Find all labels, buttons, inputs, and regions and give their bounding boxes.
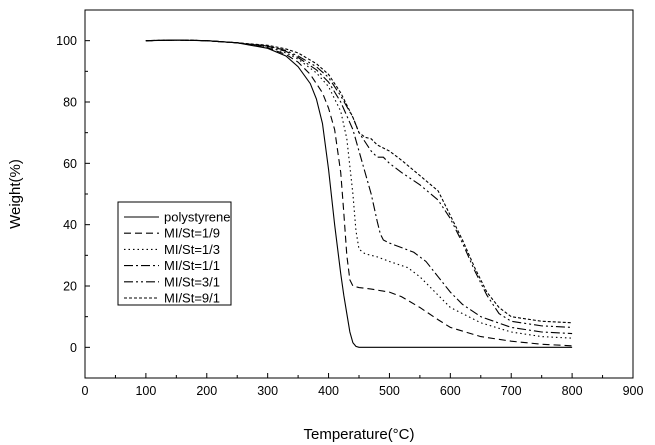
series-line-mi-st-3-1 — [145, 39, 573, 328]
series-layer — [145, 39, 573, 348]
x-tick-label: 800 — [562, 384, 583, 398]
plot-frame — [84, 9, 634, 379]
legend-box — [117, 201, 232, 306]
x-tick-label: 500 — [379, 384, 400, 398]
legend-label: MI/St=1/1 — [164, 258, 220, 273]
x-axis-label: Temperature(°C) — [303, 426, 414, 443]
x-tick-label: 400 — [318, 384, 339, 398]
y-tick-label: 100 — [56, 34, 77, 48]
legend: polystyreneMI/St=1/9MI/St=1/3MI/St=1/1MI… — [117, 201, 232, 306]
legend-label: MI/St=1/3 — [164, 242, 220, 257]
y-tick-label: 0 — [70, 341, 77, 355]
y-tick-label: 80 — [63, 96, 77, 110]
x-tick-label: 900 — [623, 384, 644, 398]
x-tick-label: 700 — [501, 384, 522, 398]
y-tick-label: 40 — [63, 218, 77, 232]
series-line-mi-st-1-1 — [145, 39, 573, 335]
x-tick-label: 0 — [82, 384, 89, 398]
y-axis-label: Weight(%) — [7, 159, 24, 229]
y-axis-ticks: 0 20 40 60 80 100 — [56, 9, 90, 379]
x-tick-label: 100 — [135, 384, 156, 398]
legend-label: MI/St=1/9 — [164, 226, 220, 241]
x-tick-label: 600 — [440, 384, 461, 398]
x-axis-ticks: 0 100 200 300 400 500 600 700 800 900 — [82, 373, 644, 398]
series-line-mi-st-1-3 — [145, 39, 573, 339]
x-tick-label: 300 — [257, 384, 278, 398]
legend-label: MI/St=9/1 — [164, 291, 220, 306]
x-tick-label: 200 — [196, 384, 217, 398]
legend-label: polystyrene — [164, 210, 230, 225]
series-line-mi-st-9-1 — [145, 39, 573, 324]
y-tick-label: 20 — [63, 280, 77, 294]
y-tick-label: 60 — [63, 157, 77, 171]
legend-label: MI/St=3/1 — [164, 274, 220, 289]
series-line-mi-st-1-9 — [145, 39, 573, 347]
